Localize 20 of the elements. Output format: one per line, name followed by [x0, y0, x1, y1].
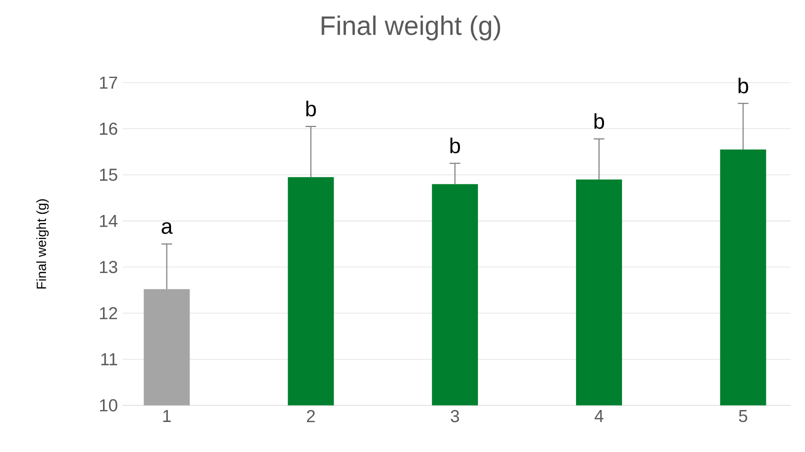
y-tick-label: 12: [100, 307, 118, 320]
x-tick-label: 5: [738, 410, 748, 422]
x-tick-label: 3: [450, 410, 460, 422]
y-tick-label: 14: [100, 214, 118, 227]
annotation: b: [594, 113, 604, 129]
annotation: b: [738, 78, 748, 94]
y-tick-label: 17: [100, 76, 118, 89]
x-tick-label: 4: [594, 410, 604, 422]
y-tick-label: 16: [100, 122, 118, 135]
y-tick-label: 10: [100, 399, 118, 412]
annotation: a: [162, 222, 173, 234]
annotation: b: [450, 138, 460, 154]
x-tick-label: 1: [163, 410, 171, 422]
y-axis-title: Final weight (g): [36, 199, 49, 288]
y-tick-label: 13: [100, 260, 118, 274]
annotation: b: [306, 100, 316, 116]
y-tick-label: 15: [100, 168, 118, 181]
x-tick-label: 2: [306, 410, 315, 422]
chart-title: Final weight (g): [322, 16, 500, 40]
y-tick-label: 11: [101, 353, 118, 366]
